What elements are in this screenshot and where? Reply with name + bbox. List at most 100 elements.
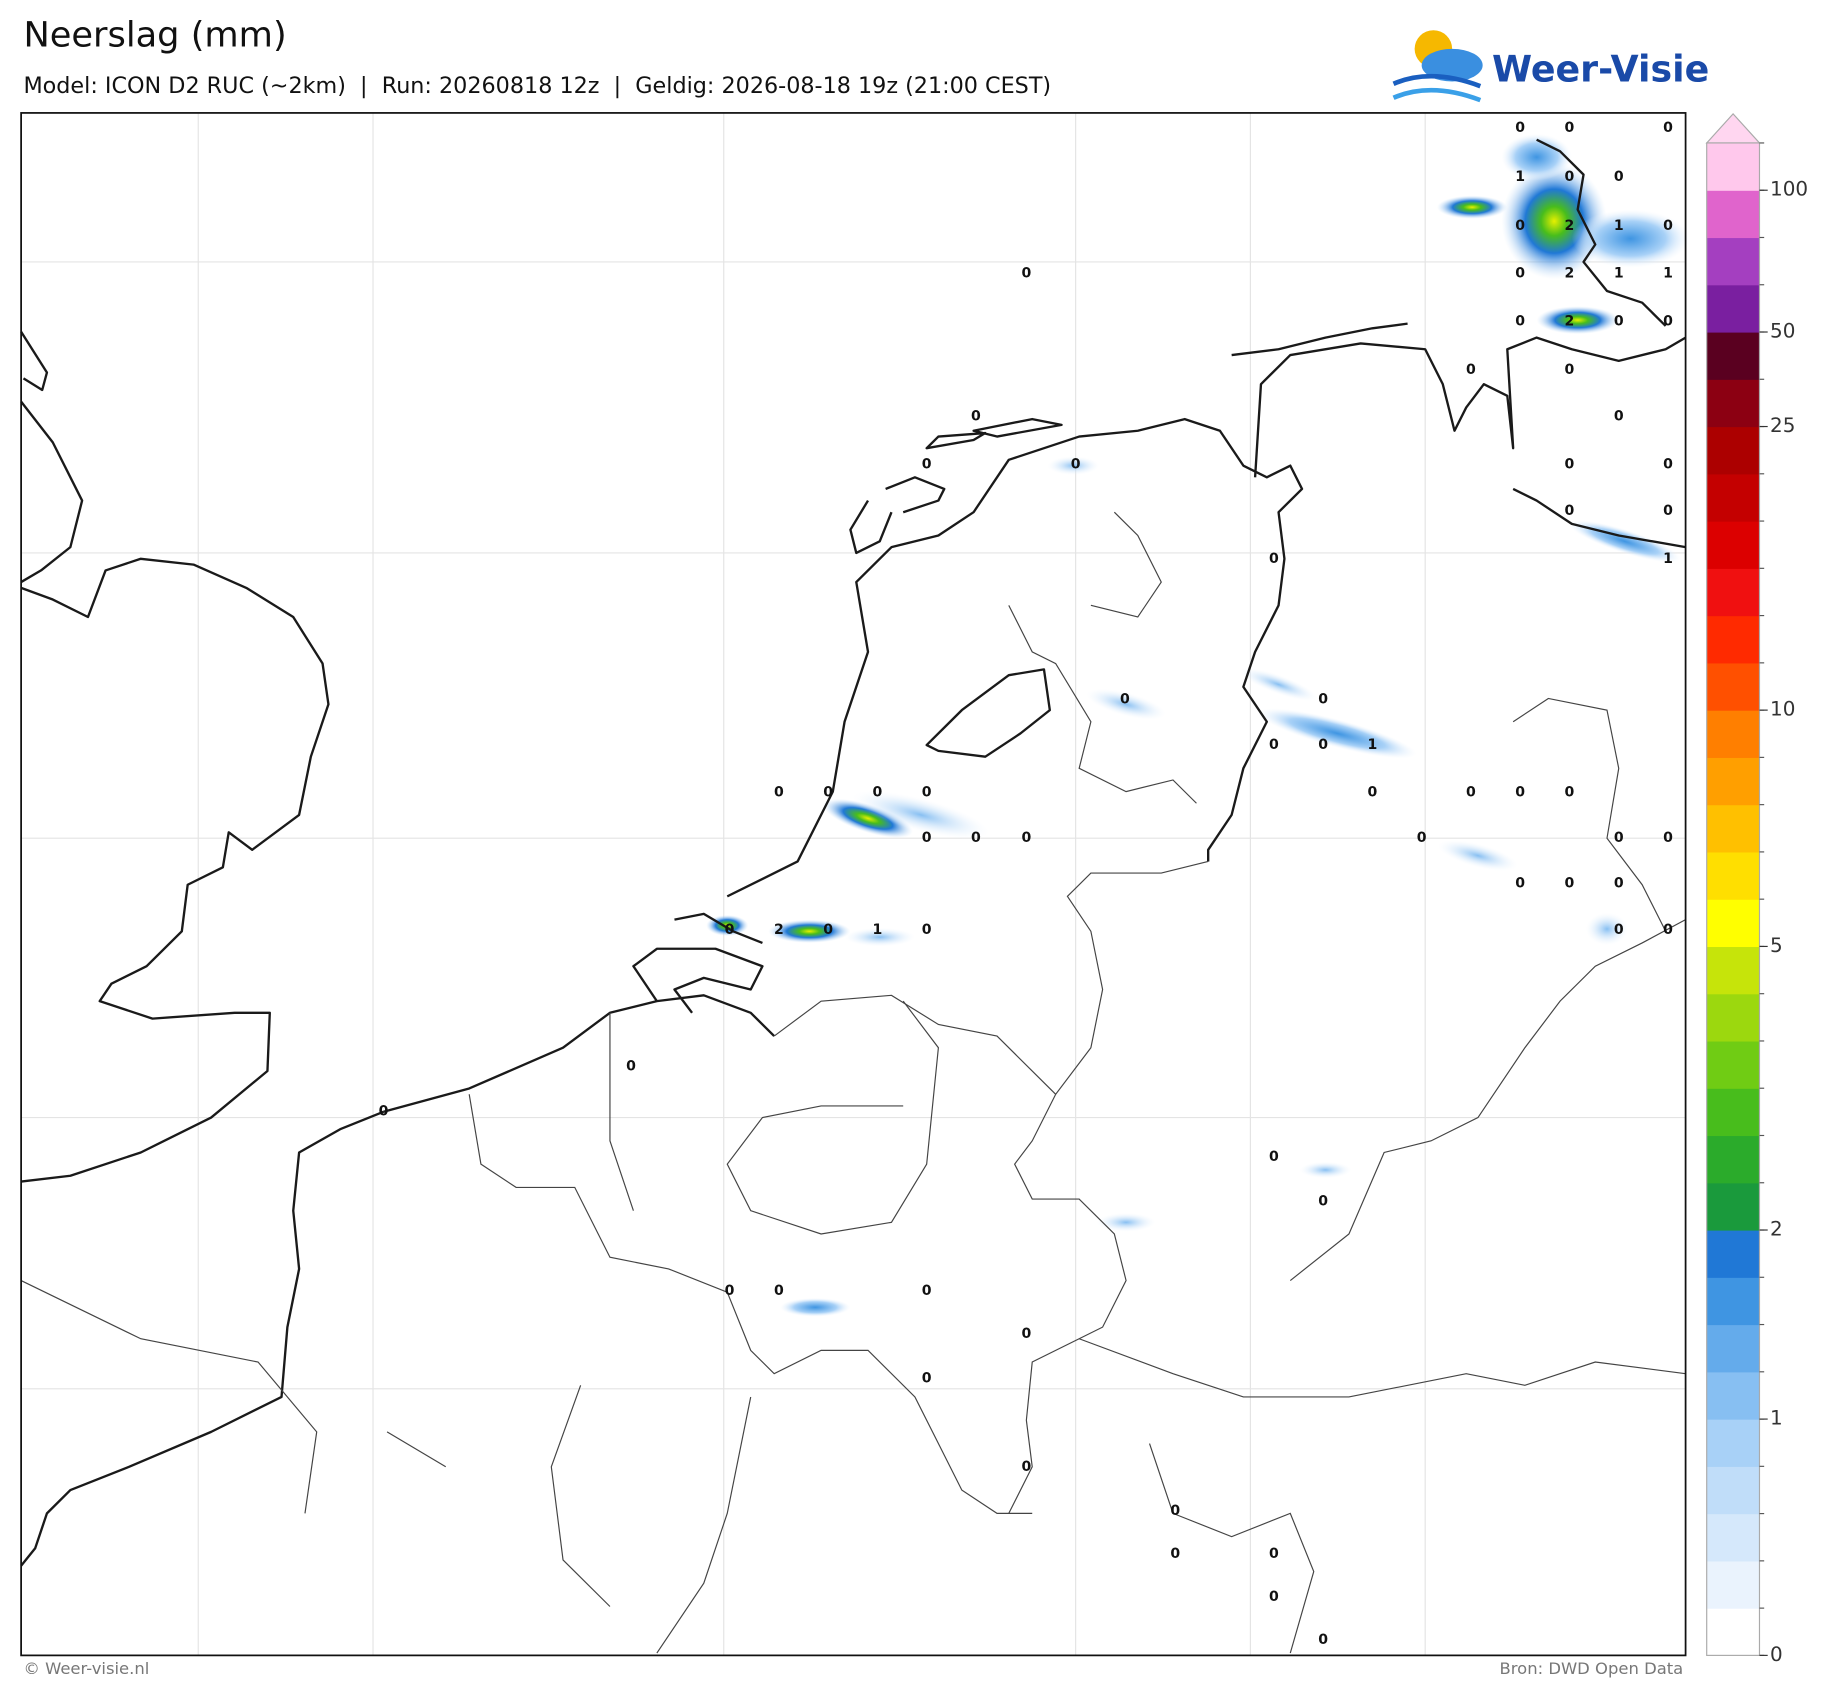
border [20, 919, 1686, 1654]
point-value: 0 [1170, 1503, 1180, 1519]
point-value: 0 [1515, 218, 1525, 234]
coastline [20, 331, 84, 584]
point-value: 0 [774, 1283, 784, 1299]
point-value: 0 [1269, 1149, 1279, 1165]
point-value: 0 [922, 457, 932, 473]
point-value: 0 [1565, 362, 1575, 378]
colorbar-tick-label: 1 [1770, 1407, 1783, 1430]
colorbar-tick-label: 50 [1770, 320, 1795, 343]
point-value: 0 [1269, 1589, 1279, 1605]
rain-area [1438, 840, 1518, 872]
point-value: 0 [1663, 218, 1673, 234]
borders [20, 511, 1686, 1654]
point-value: 0 [1663, 120, 1673, 136]
logo-wave [1392, 73, 1482, 89]
point-value: 0 [1071, 457, 1081, 473]
point-value: 0 [1565, 457, 1575, 473]
coastlines [20, 138, 1687, 1567]
colorbar-segment [1706, 284, 1760, 333]
colorbar-segment [1706, 851, 1760, 900]
point-value: 0 [1269, 737, 1279, 753]
graticule [21, 112, 1686, 1656]
point-value: 0 [1565, 120, 1575, 136]
colorbar-segment [1706, 1230, 1760, 1278]
rain-area [1299, 1161, 1352, 1179]
colorbar-extension [1705, 112, 1761, 144]
rain-area [1501, 133, 1572, 181]
colorbar-segment [1706, 1513, 1760, 1562]
point-value: 0 [922, 785, 932, 801]
point-value: 0 [1515, 876, 1525, 892]
point-value: 0 [379, 1104, 389, 1120]
point-value: 0 [922, 1283, 932, 1299]
footer-source: Bron: DWD Open Data [1500, 1659, 1684, 1678]
border [1008, 511, 1667, 932]
point-value: 0 [1515, 120, 1525, 136]
colorbar-tick-label: 100 [1770, 178, 1808, 201]
coastline [1231, 138, 1667, 357]
coastline [383, 994, 776, 1113]
point-value: 0 [1318, 1193, 1328, 1209]
colorbar-segment [1706, 662, 1760, 711]
colorbar-segment [1706, 1277, 1760, 1326]
coastline [20, 557, 330, 1183]
footer-credit: © Weer-visie.nl [23, 1659, 149, 1678]
point-value: 1 [1367, 737, 1377, 753]
rain-area [1585, 912, 1629, 946]
colorbar-segment [1706, 804, 1760, 853]
colorbar-segment [1706, 1040, 1760, 1089]
point-value: 0 [872, 785, 882, 801]
rain-area [1239, 668, 1318, 701]
point-value: 0 [725, 922, 735, 938]
point-value: 0 [1614, 876, 1624, 892]
map-frame [20, 112, 1687, 1657]
point-value: 0 [1515, 266, 1525, 282]
point-value: 0 [1663, 313, 1673, 329]
point-value: 0 [626, 1058, 636, 1074]
logo-cloud [1421, 48, 1483, 82]
point-value: 0 [725, 1283, 735, 1299]
point-value: 0 [922, 830, 932, 846]
point-value: 2 [774, 922, 784, 938]
point-value: 0 [823, 785, 833, 801]
colorbar-segment [1706, 142, 1760, 191]
point-value: 0 [1021, 1459, 1031, 1475]
point-value: 0 [823, 922, 833, 938]
colorbar-segment [1706, 757, 1760, 806]
colorbar-tick-label: 10 [1770, 698, 1795, 721]
colorbar-segment [1706, 190, 1760, 239]
rain-area [1536, 306, 1619, 335]
colorbar-tick-label: 2 [1770, 1218, 1783, 1241]
colorbar-segment [1706, 615, 1760, 664]
point-value: 0 [1466, 362, 1476, 378]
point-value: 1 [1663, 266, 1673, 282]
point-value: 0 [1367, 785, 1377, 801]
colorbar-segment [1706, 710, 1760, 758]
colorbar-segment [1706, 426, 1760, 475]
point-value: 1 [1614, 218, 1624, 234]
point-value: 0 [1269, 551, 1279, 567]
colorbar-segment [1706, 473, 1760, 522]
colorbar-segment [1706, 521, 1760, 569]
rain-area [768, 919, 851, 943]
colorbar-segment [1706, 899, 1760, 948]
point-value: 0 [1614, 169, 1624, 185]
colorbar-tick-label: 25 [1770, 414, 1795, 437]
point-value: 0 [1021, 266, 1031, 282]
point-value: 0 [1565, 503, 1575, 519]
point-value: 0 [1269, 1546, 1279, 1562]
logo-text: Weer-Visie [1492, 48, 1709, 91]
rain-area [1086, 688, 1166, 720]
colorbar-segment [1706, 1371, 1760, 1420]
point-value: 2 [1565, 218, 1575, 234]
point-value: 1 [1663, 551, 1673, 567]
title: Neerslag (mm) [23, 15, 286, 56]
rain-area [844, 927, 915, 947]
point-value: 0 [1170, 1546, 1180, 1562]
point-value: 0 [1565, 169, 1575, 185]
colorbar-segment [1706, 1324, 1760, 1373]
point-value: 0 [1614, 409, 1624, 425]
point-value: 0 [1614, 922, 1624, 938]
